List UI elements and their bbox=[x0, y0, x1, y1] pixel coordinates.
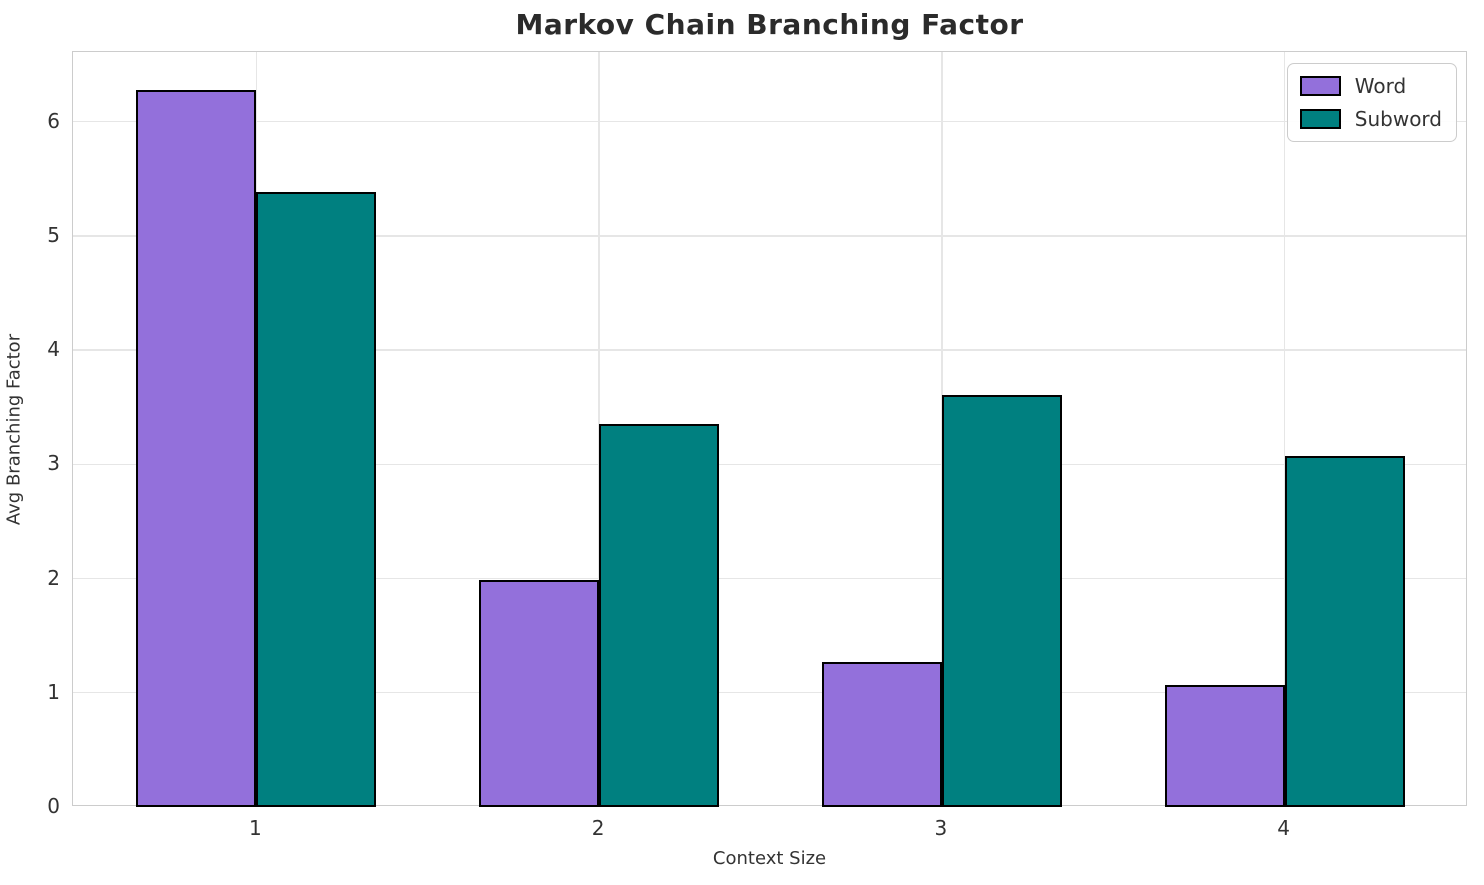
x-axis-label: Context Size bbox=[712, 848, 827, 869]
plot-area: Word Subword bbox=[72, 51, 1467, 807]
x-tick-label-4: 4 bbox=[1277, 816, 1290, 840]
x-tick-label-2: 2 bbox=[591, 816, 605, 840]
x-tick-label-1: 1 bbox=[248, 816, 262, 840]
gridline-y-4 bbox=[73, 349, 1466, 351]
bar-word-2 bbox=[479, 579, 600, 807]
gridline-y-6 bbox=[73, 121, 1466, 123]
gridline-y-5 bbox=[73, 235, 1466, 237]
bar-subword-2 bbox=[599, 424, 720, 807]
gridline-y-3 bbox=[73, 463, 1466, 465]
bar-word-4 bbox=[1164, 684, 1285, 807]
gridline-y-1 bbox=[73, 692, 1466, 694]
gridline-x-3 bbox=[941, 52, 943, 805]
bar-word-3 bbox=[821, 661, 942, 807]
bar-word-1 bbox=[136, 89, 257, 807]
y-tick-label-6: 6 bbox=[47, 108, 60, 133]
word-swatch-icon bbox=[1299, 76, 1341, 96]
legend-item-word: Word bbox=[1299, 74, 1442, 98]
y-tick-label-4: 4 bbox=[47, 337, 60, 362]
legend-label-word: Word bbox=[1354, 74, 1407, 98]
subword-swatch-icon bbox=[1299, 109, 1341, 129]
gridline-x-4 bbox=[1283, 52, 1286, 805]
bar-subword-3 bbox=[941, 394, 1062, 807]
gridline-y-2 bbox=[73, 577, 1466, 580]
legend-label-subword: Subword bbox=[1354, 107, 1442, 131]
legend-item-subword: Subword bbox=[1299, 107, 1442, 131]
legend: Word Subword bbox=[1286, 63, 1457, 142]
y-tick-label-3: 3 bbox=[47, 451, 60, 476]
bar-subword-4 bbox=[1284, 456, 1405, 807]
bar-subword-1 bbox=[256, 192, 377, 807]
y-tick-label-0: 0 bbox=[47, 794, 60, 818]
y-axis-label: Avg Branching Factor bbox=[3, 333, 25, 526]
y-tick-label-5: 5 bbox=[47, 222, 60, 247]
y-tick-label-1: 1 bbox=[47, 679, 60, 704]
y-tick-label-2: 2 bbox=[47, 565, 60, 590]
x-tick-label-3: 3 bbox=[934, 816, 948, 840]
chart-title: Markov Chain Branching Factor bbox=[515, 8, 1024, 41]
